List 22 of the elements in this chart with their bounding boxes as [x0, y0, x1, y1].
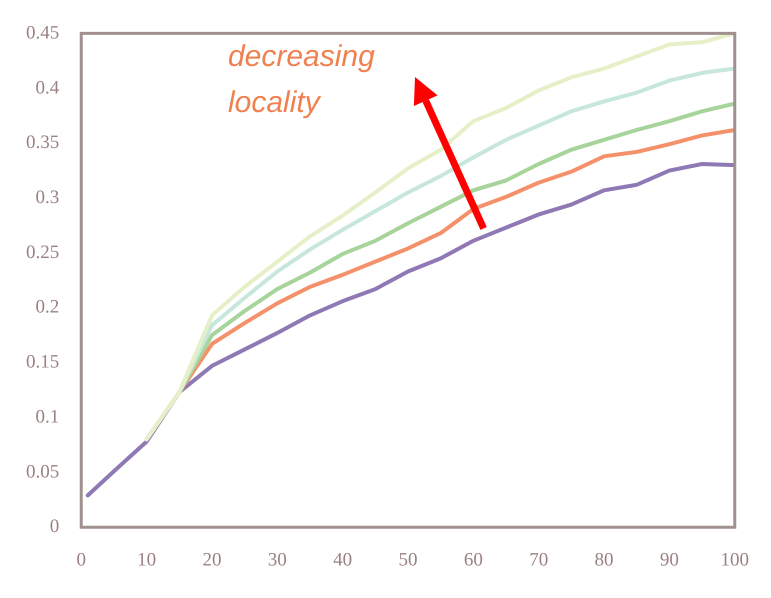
y-tick-label: 0.05	[26, 461, 60, 482]
x-tick-label: 80	[594, 550, 614, 571]
y-tick-label: 0.45	[26, 22, 60, 44]
x-tick-label: 30	[268, 550, 287, 571]
x-tick-label: 50	[398, 550, 418, 571]
y-tick-label: 0.1	[36, 406, 60, 428]
y-tick-label: 0.15	[26, 352, 60, 373]
x-tick-label: 20	[202, 550, 222, 571]
x-tick-label: 70	[529, 550, 548, 571]
y-tick-label: 0.35	[26, 132, 60, 154]
y-tick-label: 0.3	[36, 186, 60, 208]
x-tick-label: 90	[660, 550, 679, 571]
y-tick-label: 0	[50, 516, 60, 538]
y-tick-label: 0.2	[36, 296, 60, 318]
x-tick-label: 10	[137, 550, 156, 571]
x-tick-label: 40	[333, 550, 352, 571]
y-tick-label: 0.4	[36, 77, 60, 98]
annotation: decreasing locality	[228, 40, 376, 119]
x-tick-label: 100	[720, 550, 749, 571]
x-tick-label: 0	[76, 550, 86, 571]
x-tick-label: 60	[464, 550, 483, 571]
y-tick-label: 0.25	[26, 242, 60, 263]
